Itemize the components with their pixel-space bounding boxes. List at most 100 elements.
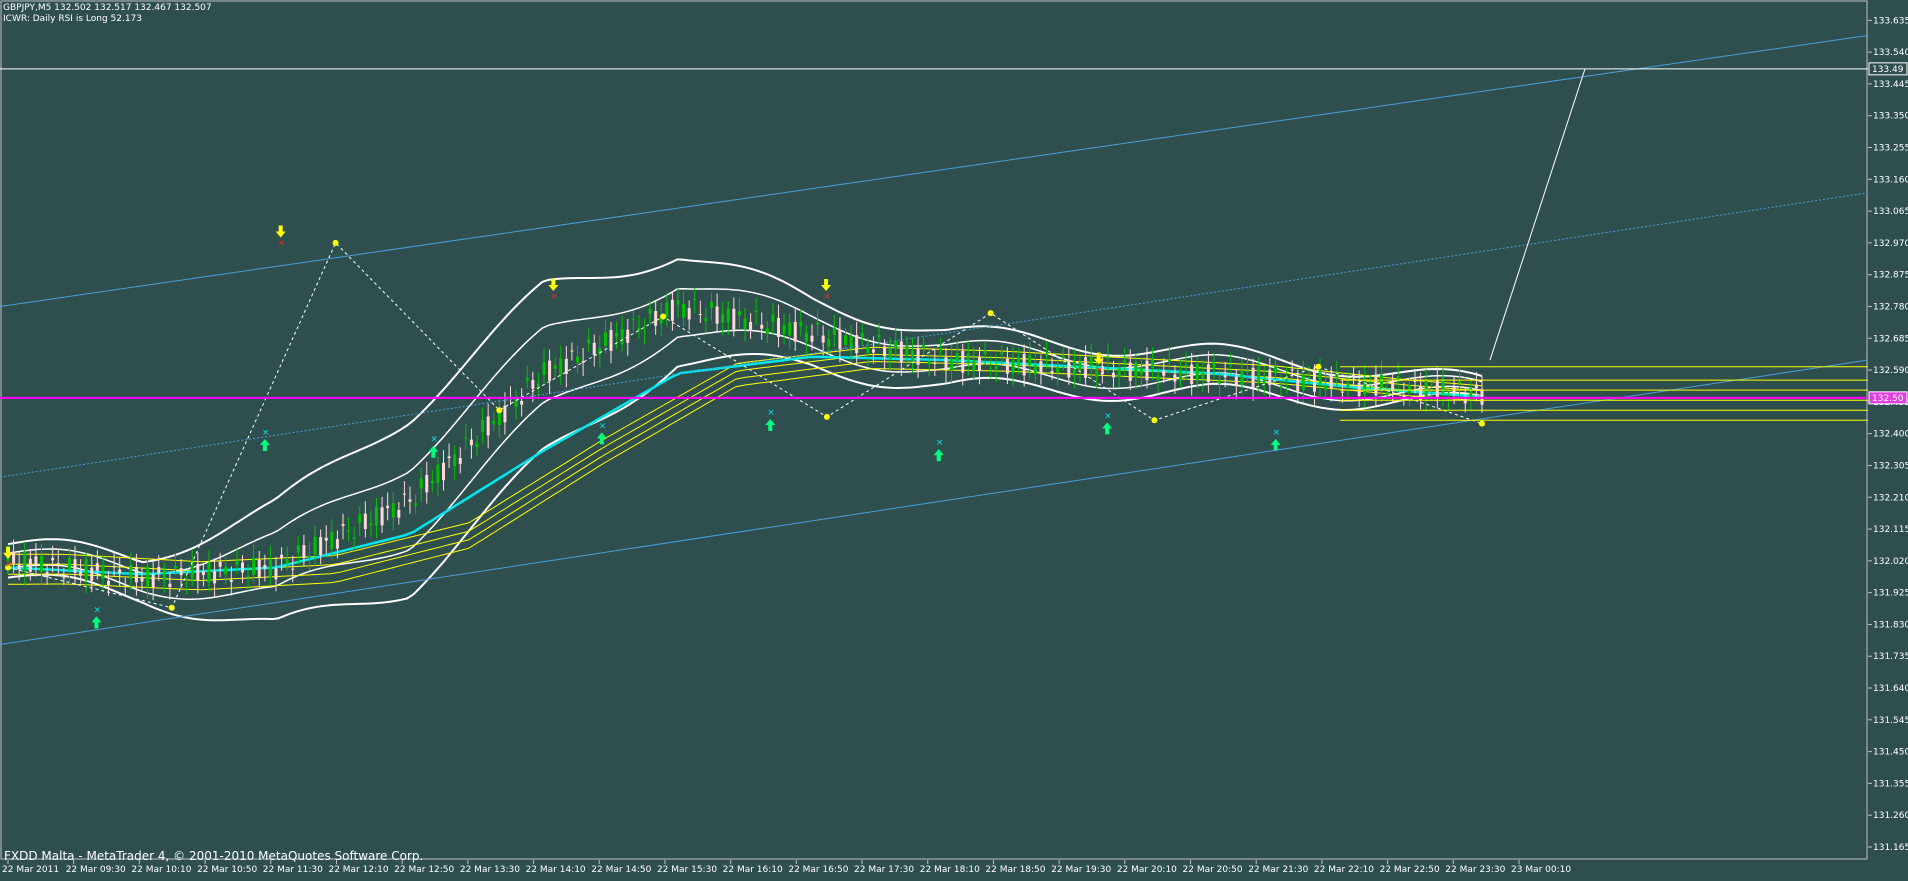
moving-average-slow-2: [8, 353, 1483, 572]
candle-body: [1246, 370, 1249, 372]
candle-body: [710, 301, 713, 308]
candle-body: [1162, 370, 1166, 376]
candle-body: [531, 379, 535, 389]
candle-body: [1307, 376, 1311, 378]
candle-body: [1156, 375, 1160, 381]
x-tick-label: 22 Mar 16:10: [723, 865, 783, 875]
candle-body: [581, 361, 585, 363]
candle-body: [816, 322, 820, 325]
candle-body: [352, 537, 356, 539]
pivot-dot: [496, 407, 503, 414]
candle-body: [743, 318, 747, 330]
y-tick-label: 132.400: [1873, 430, 1908, 440]
candle-body: [576, 356, 579, 363]
candle-body: [1290, 369, 1294, 371]
candle-body: [682, 304, 686, 318]
candle-body: [397, 509, 401, 518]
y-tick-label: 133.445: [1873, 80, 1908, 90]
candle-body: [224, 566, 228, 575]
candle-body: [179, 568, 183, 576]
x-tick-label: 22 Mar 20:50: [1183, 865, 1243, 875]
candle-body: [1050, 370, 1054, 373]
x-tick-label: 22 Mar 14:50: [591, 865, 651, 875]
candle-body: [1407, 385, 1411, 394]
candle-body: [90, 567, 94, 581]
candle-body: [1067, 360, 1071, 378]
pivot-dot: [660, 313, 667, 320]
candle-body: [643, 330, 646, 332]
candle-body: [380, 507, 384, 526]
candle-body: [157, 566, 161, 574]
candle-body: [274, 568, 278, 580]
buy-cross-marker: ×: [1104, 411, 1112, 421]
candle-body: [799, 322, 803, 327]
x-tick-label: 22 Mar 16:50: [788, 865, 848, 875]
candle-body: [844, 335, 847, 346]
candle-body: [425, 475, 429, 493]
pivot-dot: [1479, 420, 1485, 427]
candle-body: [146, 566, 150, 588]
candle-body: [888, 349, 892, 359]
candle-body: [944, 357, 948, 370]
buy-arrow-icon: [1270, 439, 1281, 452]
pivot-dot: [823, 413, 830, 420]
candle-body: [257, 559, 261, 578]
candle-body: [603, 332, 607, 346]
candle-body: [737, 311, 741, 316]
candle-body: [726, 308, 730, 323]
pivot-dot: [1315, 363, 1322, 370]
candle-body: [475, 443, 479, 447]
candle-body: [1357, 382, 1361, 397]
candle-body: [788, 322, 792, 336]
buy-arrow-icon: [933, 449, 944, 462]
candle-body: [1201, 372, 1205, 379]
pivot-dot: [987, 310, 994, 317]
candle-body: [308, 556, 311, 558]
candle-body: [73, 559, 77, 573]
candle-body: [341, 524, 345, 526]
candle-body: [1296, 379, 1300, 392]
candle-body: [950, 358, 954, 371]
y-tick-label: 131.545: [1873, 716, 1908, 726]
candle-body: [51, 557, 55, 561]
candle-body: [536, 383, 540, 389]
candle-body: [899, 341, 903, 363]
candle-body: [112, 566, 116, 568]
candle-body: [559, 358, 563, 375]
pivot-dot: [168, 604, 175, 611]
candle-body: [1151, 359, 1155, 369]
candle-body: [1301, 374, 1305, 391]
candle-body: [1005, 358, 1009, 374]
candle-body: [938, 347, 942, 350]
candle-body: [23, 551, 27, 573]
x-tick-label: 22 Mar 20:10: [1117, 865, 1177, 875]
candle-body: [1419, 385, 1423, 401]
y-tick-label: 132.590: [1873, 366, 1908, 376]
x-tick-label: 22 Mar 10:10: [131, 865, 191, 875]
candle-body: [698, 314, 702, 316]
candle-body: [1313, 371, 1316, 392]
candle-body: [1346, 382, 1350, 388]
x-tick-label: 22 Mar 09:30: [66, 865, 126, 875]
buy-arrow-icon: [91, 616, 102, 629]
candle-body: [1039, 361, 1043, 373]
candle-body: [402, 493, 406, 495]
x-tick-label: 22 Mar 18:50: [985, 865, 1045, 875]
line-level-price-label-box: [1868, 62, 1908, 76]
sell-arrow-icon: [3, 546, 13, 559]
candle-body: [174, 566, 177, 569]
candle-body: [670, 299, 674, 321]
candle-body: [464, 437, 468, 439]
candle-body: [1145, 360, 1149, 381]
candle-body: [1368, 383, 1372, 385]
candle-body: [84, 559, 88, 581]
candle-body: [961, 350, 965, 373]
candle-body: [1089, 356, 1093, 367]
buy-cross-marker: ×: [93, 605, 101, 615]
candle-body: [386, 505, 390, 509]
candle-body: [693, 299, 697, 301]
candle-body: [966, 353, 970, 364]
candle-body: [1061, 356, 1065, 359]
